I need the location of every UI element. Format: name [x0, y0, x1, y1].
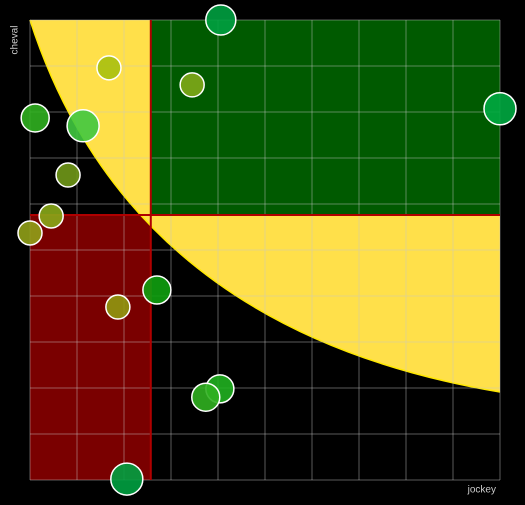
bubble [66, 109, 100, 143]
bubble [55, 162, 81, 188]
bubble [142, 275, 172, 305]
bubble [20, 103, 50, 133]
x-axis-label: jockey [467, 485, 496, 496]
y-axis-label: cheval [10, 26, 21, 55]
points [17, 4, 517, 496]
bubble [105, 294, 131, 320]
bubble [205, 4, 237, 36]
grid [29, 19, 501, 481]
red-zone [30, 215, 151, 481]
bubble [483, 92, 517, 126]
bubble [96, 55, 122, 81]
regions [29, 19, 501, 481]
bubble [191, 382, 221, 412]
bubble [179, 72, 205, 98]
bubble [17, 220, 43, 246]
green-zone [150, 20, 501, 216]
bubble [38, 203, 64, 229]
yellow-curve [29, 19, 501, 393]
bubble [110, 462, 144, 496]
